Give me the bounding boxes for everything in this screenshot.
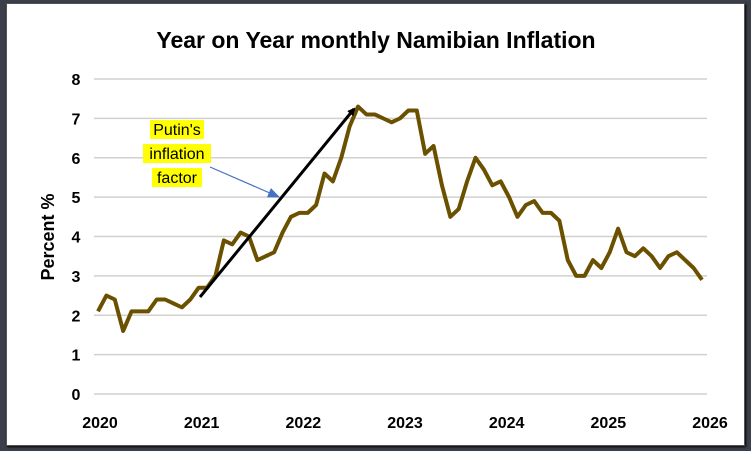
y-tick-label: 3 <box>72 269 81 286</box>
callout-text-line3: factor <box>157 170 198 187</box>
x-tick-label: 2025 <box>591 415 627 432</box>
y-tick-label: 5 <box>72 190 81 207</box>
y-tick-label: 2 <box>72 308 81 325</box>
y-axis-label: Percent % <box>38 193 58 280</box>
y-tick-label: 6 <box>72 151 81 168</box>
y-tick-label: 8 <box>72 72 81 89</box>
x-tick-label: 2022 <box>286 415 322 432</box>
series-line-inflation <box>96 104 704 333</box>
trend-arrow <box>198 107 356 298</box>
x-tick-label: 2024 <box>489 415 525 432</box>
y-tick-label: 4 <box>72 230 81 247</box>
chart-frame <box>6 3 745 446</box>
callout-arrow <box>209 166 280 198</box>
callout-highlight <box>152 168 202 187</box>
x-tick-label: 2020 <box>82 415 118 432</box>
y-tick-label: 0 <box>72 387 81 404</box>
y-tick-label: 7 <box>72 111 81 128</box>
x-tick-label: 2026 <box>692 415 728 432</box>
y-tick-label: 1 <box>72 348 81 365</box>
callout-text-line1: Putin's <box>153 122 201 139</box>
chart-title: Year on Year monthly Namibian Inflation <box>156 27 595 53</box>
callout-text-line2: inflation <box>149 146 204 163</box>
x-tick-label: 2023 <box>387 415 423 432</box>
callout-highlight <box>150 120 204 139</box>
x-tick-label: 2021 <box>184 415 220 432</box>
callout-highlight <box>143 144 211 163</box>
